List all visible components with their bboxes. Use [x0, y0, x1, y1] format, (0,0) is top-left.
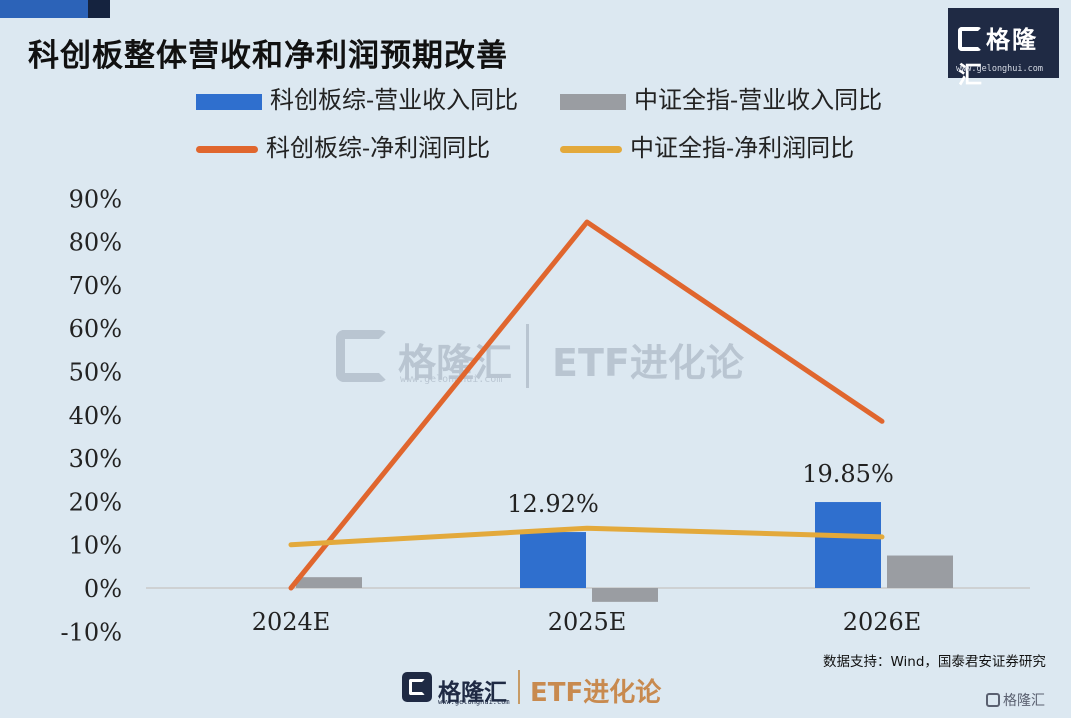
legend-item-star-profit: 科创板综-净利润同比 — [196, 128, 490, 163]
footer-g-icon — [402, 672, 432, 702]
brand-logo: 格隆汇 www.gelonghui.com — [948, 8, 1059, 89]
top-accent-bar — [0, 0, 110, 18]
footer-brand-url: www.gelonghui.com — [438, 698, 510, 706]
y-tick-label: 0% — [84, 575, 122, 603]
y-tick-label: 20% — [69, 488, 122, 516]
x-tick-label: 2025E — [548, 608, 627, 636]
bar — [296, 577, 362, 588]
y-tick-label: 80% — [69, 229, 122, 257]
bar — [887, 555, 953, 588]
legend-label-star-revenue: 科创板综-营业收入同比 — [270, 86, 519, 114]
legend-label-star-profit: 科创板综-净利润同比 — [266, 134, 491, 162]
x-tick-label: 2026E — [843, 608, 922, 636]
y-tick-label: -10% — [61, 618, 122, 646]
corner-g-icon — [986, 693, 1000, 707]
y-tick-label: 60% — [69, 315, 122, 343]
legend-item-csi-revenue: 中证全指-营业收入同比 — [560, 80, 882, 115]
y-tick-label: 90% — [69, 185, 122, 213]
legend-swatch-star-revenue — [196, 93, 262, 110]
legend-swatch-csi-revenue — [560, 93, 626, 110]
bar — [815, 502, 881, 588]
data-label: 12.92% — [507, 490, 599, 518]
legend-item-csi-profit: 中证全指-净利润同比 — [560, 128, 854, 163]
legend-swatch-csi-profit — [560, 146, 622, 153]
legend-label-csi-revenue: 中证全指-营业收入同比 — [634, 86, 883, 114]
y-tick-label: 50% — [69, 359, 122, 387]
brand-name: 格隆汇 — [958, 26, 1038, 89]
y-tick-label: 10% — [69, 532, 122, 560]
brand-g-icon — [958, 27, 982, 51]
series-line — [288, 525, 885, 548]
chart-title: 科创板整体营收和净利润预期改善 — [28, 38, 508, 74]
corner-brand-name: 格隆汇 — [1003, 693, 1045, 709]
y-tick-label: 70% — [69, 272, 122, 300]
corner-watermark: 格隆汇 — [986, 690, 1045, 710]
x-tick-label: 2024E — [252, 608, 331, 636]
legend-swatch-star-profit — [196, 146, 258, 153]
legend-label-csi-profit: 中证全指-净利润同比 — [630, 134, 855, 162]
legend-item-star-revenue: 科创板综-营业收入同比 — [196, 80, 518, 115]
y-tick-label: 30% — [69, 445, 122, 473]
y-tick-label: 40% — [69, 402, 122, 430]
source-note: 数据支持：Wind，国泰君安证券研究 — [823, 654, 1046, 670]
footer-brand-name: 格隆汇 — [438, 680, 507, 706]
data-label: 19.85% — [802, 460, 894, 488]
bar — [520, 532, 586, 588]
bar — [592, 588, 658, 602]
footer-sub-brand: ETF进化论 — [530, 678, 662, 708]
brand-url: www.gelonghui.com — [956, 64, 1043, 74]
footer-separator — [518, 670, 520, 704]
